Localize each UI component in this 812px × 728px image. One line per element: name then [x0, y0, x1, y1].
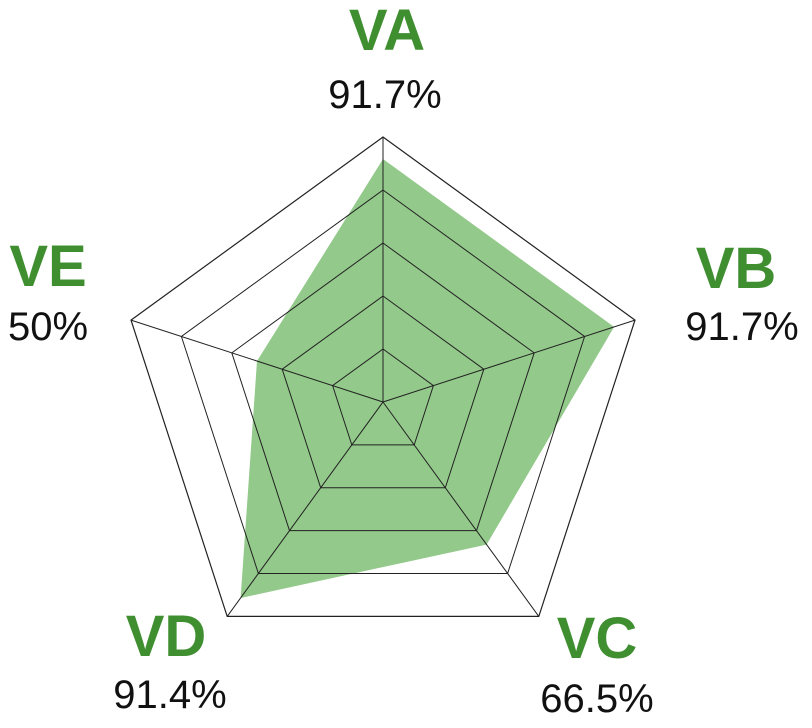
- axis-spoke-vb: [382, 319, 636, 403]
- data-area: [240, 159, 615, 598]
- axis-spoke-vd: [226, 401, 384, 617]
- axis-name-ve: VE: [9, 234, 86, 299]
- axis-value-vd: 91.4%: [113, 673, 226, 717]
- axis-value-vc: 66.5%: [540, 677, 653, 721]
- grid-ring-2: [281, 295, 485, 489]
- axis-spoke-ve: [130, 319, 384, 403]
- axis-name-vd: VD: [126, 604, 207, 669]
- grid-ring-3: [231, 242, 535, 532]
- grid-ring-outer: [130, 136, 636, 618]
- axis-name-vb: VB: [696, 236, 777, 301]
- axis-value-vb: 91.7%: [685, 305, 798, 349]
- axis-value-ve: 50%: [8, 305, 88, 349]
- axis-name-vc: VC: [557, 606, 638, 671]
- axis-spoke-vc: [382, 401, 540, 617]
- grid-ring-4: [180, 189, 586, 574]
- axis-name-va: VA: [349, 0, 425, 63]
- axis-value-va: 91.7%: [328, 73, 441, 117]
- grid-ring-1: [332, 348, 434, 446]
- grid-layer: [130, 136, 636, 618]
- grid-inner-layer: [130, 137, 636, 617]
